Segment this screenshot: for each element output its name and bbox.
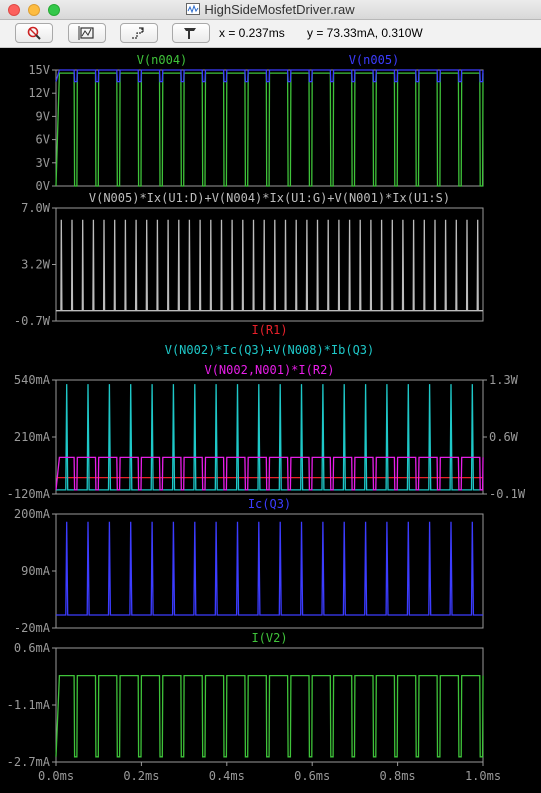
plot-pane-5[interactable]: I(V2) 0.6mA -1.1mA -2.7mA [7,631,484,769]
toolbar: x = 0.237ms y = 73.33mA, 0.310W [0,20,541,48]
legend-v-n002-n001-i-r2[interactable]: V(N002,N001)*I(R2) [204,363,334,377]
y-tick-label: -0.7W [14,314,51,328]
plot-pane-3[interactable]: I(R1) V(N002)*Ic(Q3)+V(N008)*Ib(Q3) V(N002… [7,323,526,501]
zoom-to-fit-icon [27,26,41,40]
x-tick-label: 0.2ms [123,769,159,783]
y-tick-label: 7.0W [21,201,51,215]
maximize-window-button[interactable] [48,4,60,16]
y-tick-label: 9V [36,109,50,123]
cursor-y-readout: y = 73.33mA, 0.310W [307,26,423,40]
y-tick-label-right: 0.6W [489,430,519,444]
trace-v-n004[interactable] [55,72,484,187]
x-tick-label: 0.4ms [209,769,245,783]
cursor-x-readout: x = 0.237ms [219,26,285,40]
minimize-window-button[interactable] [28,4,40,16]
trace-v-n005-ix-u1-d-v-n004-ix-u1-g-v-n001-ix-u1-s[interactable] [56,219,483,312]
trace-v-n002-n001-i-r2[interactable] [55,456,484,491]
y-tick-label-right: 1.3W [489,373,519,387]
waveform-viewer[interactable]: V(n004) V(n005) 15V 12V 9V 6V 3V 0V V(N005)*Ix(U… [0,48,541,793]
y-tick-label: 12V [28,86,50,100]
legend-i-r1[interactable]: I(R1) [251,323,287,337]
y-tick-label: 0.6mA [14,641,51,655]
window-title: HighSideMosfetDriver.raw [204,2,355,17]
legend-v-n005-ix-u1-d-v-n004-ix-u1-g-v-n001-ix-u1-s[interactable]: V(N005)*Ix(U1:D)+V(N004)*Ix(U1:G)+V(N001… [89,191,450,205]
legend-i-v2[interactable]: I(V2) [251,631,287,645]
x-tick-label: 0.0ms [38,769,74,783]
y-tick-label: 210mA [14,430,51,444]
x-axis-tick-labels: 0.0ms 0.2ms 0.4ms 0.6ms 0.8ms 1.0ms [38,762,501,783]
close-window-button[interactable] [8,4,20,16]
x-tick-label: 1.0ms [465,769,501,783]
legend-v-n004[interactable]: V(n004) [137,53,188,67]
y-tick-label: 0V [36,179,50,193]
pick-visible-traces-icon [184,28,196,39]
plot-pane-2[interactable]: V(N005)*Ix(U1:D)+V(N004)*Ix(U1:G)+V(N001… [14,191,484,328]
pick-visible-traces-button[interactable] [172,23,210,43]
plot-frame [55,207,484,322]
y-tick-label: 200mA [14,507,51,521]
window-titlebar: HighSideMosfetDriver.raw [0,0,541,20]
y-tick-label: -120mA [7,487,51,501]
y-tick-label: -20mA [14,621,51,635]
legend-ic-q3[interactable]: Ic(Q3) [248,497,291,511]
zoom-back-icon [132,27,144,39]
trace-ic-q3[interactable] [56,521,483,616]
trace-i-v2[interactable] [55,674,484,758]
legend-v-n005[interactable]: V(n005) [349,53,400,67]
y-tick-label-right: -0.1W [489,487,526,501]
window-title-wrap: HighSideMosfetDriver.raw [0,2,541,17]
plot-frame [55,513,484,629]
waveform-document-icon [186,3,201,15]
y-tick-label: -1.1mA [7,698,51,712]
x-tick-label: 0.6ms [294,769,330,783]
y-tick-label: 6V [36,133,50,147]
plot-pane-4[interactable]: Ic(Q3) 200mA 90mA -20mA [14,497,484,635]
autorange-button[interactable] [68,23,106,43]
zoom-to-fit-button[interactable] [15,23,53,43]
y-tick-label: 3V [36,156,50,170]
legend-v-n002-ic-q3-v-n008-ib-q3[interactable]: V(N002)*Ic(Q3)+V(N008)*Ib(Q3) [165,343,375,357]
trace-v-n005[interactable] [55,69,484,83]
x-tick-label: 0.8ms [380,769,416,783]
plot-pane-1[interactable]: V(n004) V(n005) 15V 12V 9V 6V 3V 0V [28,53,484,193]
y-tick-label: 3.2W [21,258,51,272]
y-tick-label: -2.7mA [7,755,51,769]
autorange-icon [78,26,94,40]
zoom-back-button[interactable] [120,23,158,43]
y-tick-label: 90mA [21,564,51,578]
y-tick-label: 540mA [14,373,51,387]
y-tick-label: 15V [28,63,50,77]
